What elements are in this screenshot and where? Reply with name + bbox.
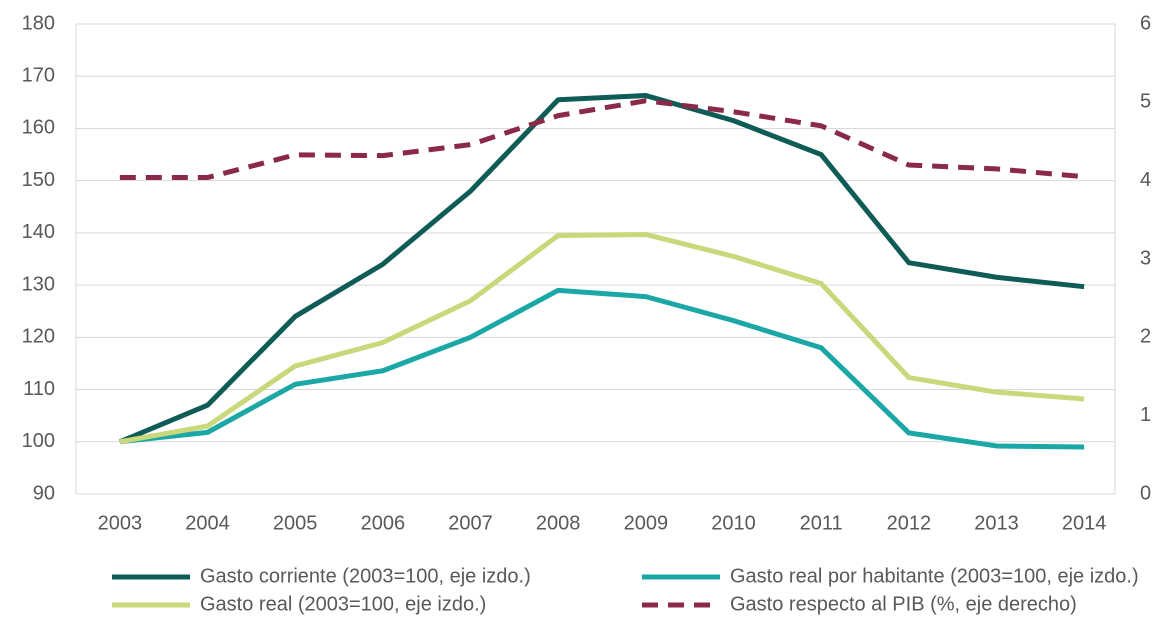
x-tick-label: 2003	[98, 512, 143, 534]
legend-label: Gasto real por habitante (2003=100, eje …	[730, 565, 1139, 587]
y2-tick-label: 2	[1140, 326, 1151, 348]
x-tick-label: 2010	[711, 512, 756, 534]
legend-label: Gasto respecto al PIB (%, eje derecho)	[730, 593, 1077, 615]
y-tick-label: 140	[22, 221, 55, 243]
y2-tick-label: 1	[1140, 404, 1151, 426]
y2-tick-label: 0	[1140, 482, 1151, 504]
series-line	[119, 287, 1085, 450]
y-tick-label: 130	[22, 273, 55, 295]
x-tick-label: 2012	[887, 512, 932, 534]
x-tick-label: 2014	[1062, 512, 1107, 534]
x-tick-label: 2013	[974, 512, 1019, 534]
series-line	[118, 93, 1085, 445]
x-tick-label: 2005	[273, 512, 318, 534]
series-line	[119, 231, 1085, 445]
legend-label: Gasto real (2003=100, eje izdo.)	[200, 593, 486, 615]
y-tick-label: 160	[22, 117, 55, 139]
y-tick-label: 170	[22, 65, 55, 87]
y-tick-label: 150	[22, 169, 55, 191]
x-tick-label: 2006	[361, 512, 406, 534]
x-tick-label: 2007	[448, 512, 493, 534]
legend-label: Gasto corriente (2003=100, eje izdo.)	[200, 565, 531, 587]
x-tick-label: 2008	[536, 512, 581, 534]
y-tick-label: 100	[22, 430, 55, 452]
y2-tick-label: 4	[1140, 169, 1151, 191]
y2-tick-label: 3	[1140, 247, 1151, 269]
y-tick-label: 120	[22, 326, 55, 348]
y-tick-label: 110	[23, 378, 55, 400]
y-tick-label: 90	[33, 482, 55, 504]
series-line	[119, 98, 1085, 181]
x-tick-label: 2011	[800, 512, 843, 534]
y2-tick-label: 5	[1140, 91, 1151, 113]
x-tick-label: 2004	[185, 512, 230, 534]
x-tick-label: 2009	[624, 512, 669, 534]
y2-tick-label: 6	[1140, 12, 1151, 34]
y-tick-label: 180	[22, 12, 55, 34]
